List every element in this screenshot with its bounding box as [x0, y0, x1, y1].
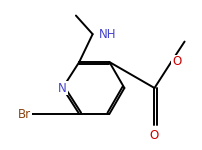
Text: NH: NH: [99, 28, 117, 41]
Text: N: N: [58, 81, 67, 94]
Text: O: O: [150, 129, 159, 142]
Text: O: O: [172, 56, 181, 69]
Text: Br: Br: [18, 108, 31, 120]
